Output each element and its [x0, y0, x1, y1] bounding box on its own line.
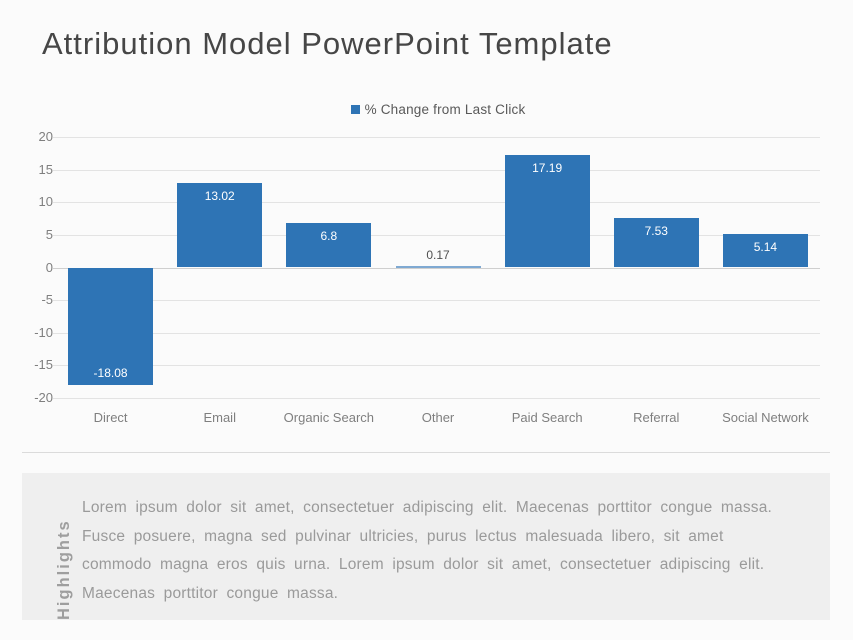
gridline-20 — [53, 137, 820, 138]
y-axis-label: -10 — [34, 324, 53, 340]
x-axis-label: Direct — [93, 410, 128, 425]
y-axis-label: 20 — [38, 129, 53, 144]
page-title: Attribution Model PowerPoint Template — [42, 26, 613, 61]
bar-value-label: 13.02 — [204, 188, 235, 203]
highlights-panel: Highlights Lorem ipsum dolor sit amet, c… — [22, 473, 830, 620]
gridline--20 — [53, 398, 820, 399]
bar-value-label: 0.17 — [426, 247, 450, 262]
y-axis-label: -20 — [34, 390, 53, 405]
y-axis-label: 0 — [45, 259, 53, 275]
x-axis-label: Other — [421, 410, 455, 425]
bar-direct — [68, 267, 154, 386]
bar-value-label: 6.8 — [320, 229, 338, 244]
legend-square-icon — [350, 105, 360, 114]
highlights-text: Lorem ipsum dolor sit amet, consectetuer… — [82, 494, 798, 608]
y-axis-label: 5 — [45, 226, 53, 242]
bar-paid-search — [504, 155, 590, 268]
legend-label: % Change from Last Click — [364, 102, 526, 117]
bar-social-network — [722, 233, 808, 268]
x-axis-label: Organic Search — [283, 410, 375, 425]
bar-value-label: 7.53 — [644, 224, 668, 239]
bar-value-label: 17.19 — [532, 161, 563, 176]
divider-line — [22, 452, 830, 453]
y-axis-label: 10 — [38, 194, 53, 210]
highlights-text-line: Lorem ipsum dolor sit amet, consectetuer… — [82, 499, 773, 516]
x-axis-label: Referral — [633, 410, 680, 425]
bar-chart-plot: -18.08 13.02 6.8 0.17 17.19 7.53 5.14 — [53, 137, 820, 399]
bar-other — [395, 265, 481, 268]
bar-referral — [613, 218, 699, 268]
y-axis-label: 15 — [38, 161, 53, 177]
chart-legend: % Change from Last Click — [56, 102, 820, 117]
highlights-vertical-label: Highlights — [55, 519, 73, 620]
y-axis-label: -15 — [34, 357, 53, 373]
x-axis-label: Social Network — [722, 410, 809, 425]
gridline-15 — [53, 169, 820, 171]
gridline-10 — [53, 202, 820, 204]
gridline--15 — [53, 365, 820, 367]
gridline--10 — [53, 332, 820, 334]
x-axis-label: Paid Search — [511, 410, 583, 425]
bar-value-label: -18.08 — [93, 366, 128, 381]
x-axis-label: Email — [203, 410, 236, 425]
bar-value-label: 5.14 — [753, 239, 778, 254]
bar-email — [177, 182, 263, 268]
x-axis: Direct Email Organic Search Other Paid Searc… — [56, 410, 820, 428]
highlights-text-line: Maecenas porttitor congue massa. — [82, 584, 339, 602]
bar-organic-search — [286, 223, 372, 268]
y-axis-label: -5 — [41, 292, 53, 308]
gridline-0 — [53, 267, 820, 269]
highlights-text-line: Fusce posuere, magna sed pulvinar ultric… — [82, 527, 724, 545]
gridline--5 — [53, 300, 820, 302]
highlights-text-line: commodo magna eros quis urna. Lorem ipsu… — [82, 556, 765, 573]
gridline-5 — [53, 234, 820, 236]
